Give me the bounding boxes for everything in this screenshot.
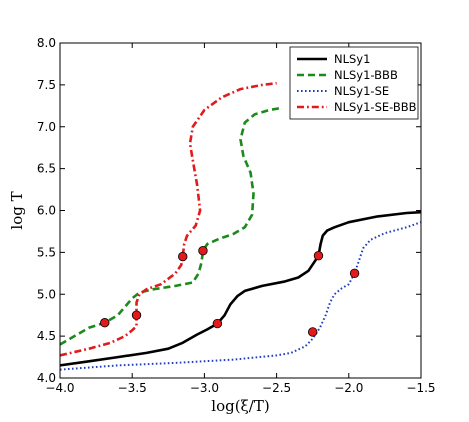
data-marker-nlsy1-bbb (100, 318, 110, 328)
series-line-nlsy1-se-bbb (59, 81, 277, 357)
series-lines (59, 81, 422, 371)
x-axis-label: log(ξ/T) (211, 397, 269, 415)
data-marker-nlsy1-se (349, 268, 360, 279)
data-marker-nlsy1-bbb (198, 245, 208, 256)
x-tick-label: −4.0 (45, 381, 74, 395)
x-tick-label: −3.0 (190, 381, 219, 395)
y-tick-label: 7.5 (37, 78, 56, 92)
x-tick-label: −2.5 (262, 381, 291, 395)
series-line-nlsy1 (59, 210, 422, 367)
legend: NLSy1 NLSy1-BBB NLSy1-SE NLSy1-SE-BBB (289, 46, 419, 120)
series-line-nlsy1-bbb (59, 107, 280, 346)
y-tick-label: 6.0 (37, 204, 56, 218)
y-tick-label: 4.0 (37, 371, 56, 385)
y-tick-label: 4.5 (37, 329, 56, 343)
data-marker-nlsy1 (313, 251, 324, 261)
y-tick-label: 6.5 (37, 162, 56, 176)
series-markers (100, 245, 360, 337)
y-tick-label: 5.5 (37, 245, 56, 259)
series-line-nlsy1-se (59, 221, 422, 371)
data-marker-nlsy1 (212, 318, 223, 329)
x-tick-label: −2.0 (334, 381, 363, 395)
y-tick-label: 8.0 (37, 36, 56, 50)
legend-label-nlsy1-se-bbb: NLSy1-SE-BBB (334, 100, 417, 114)
y-tick-label: 5.0 (37, 287, 56, 301)
y-tick-label: 7.0 (37, 120, 56, 134)
data-marker-nlsy1-se (308, 327, 318, 337)
x-tick-label: −3.5 (118, 381, 147, 395)
legend-label-nlsy1-bbb: NLSy1-BBB (334, 68, 398, 82)
legend-label-nlsy1: NLSy1 (334, 52, 370, 66)
axis-ticks: −4.0 −3.5 −3.0 −2.5 −2.0 −1.5 4.0 4.5 5.0 5.5 6.0 6… (37, 36, 436, 395)
data-marker-nlsy1-se-bbb (178, 251, 188, 262)
legend-label-nlsy1-se: NLSy1-SE (334, 84, 389, 98)
x-tick-label: −1.5 (406, 381, 435, 395)
y-axis-label: log T (8, 191, 26, 229)
data-marker-nlsy1-se-bbb (131, 310, 142, 320)
